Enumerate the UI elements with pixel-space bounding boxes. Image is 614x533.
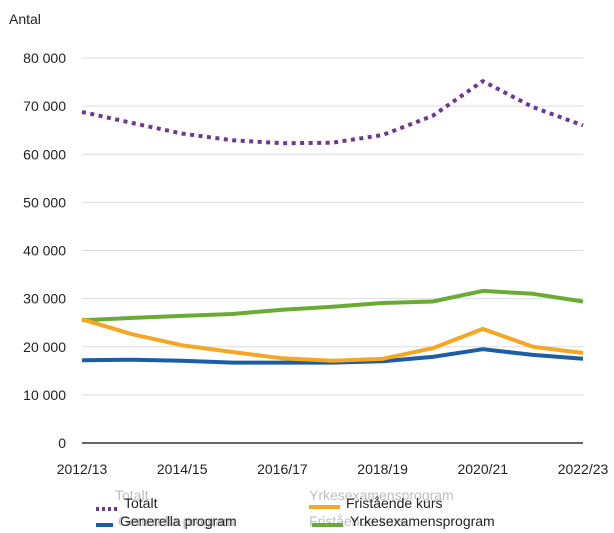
y-tick-labels: 0 10 000 20 000 30 000 40 000 50 000 60 000 70 …: [23, 50, 66, 451]
legend-ghost-text: Generella program: [118, 513, 235, 529]
series-line-totalt: [81, 79, 584, 146]
legend-label-totalt: Totalt: [124, 495, 158, 511]
x-tick-label: 2012/13: [57, 461, 108, 477]
legend-label-yrkesexamensprogram: Yrkesexamensprogram: [350, 513, 495, 529]
x-tick-label: 2022/23: [558, 461, 609, 477]
y-tick-label: 20 000: [23, 339, 66, 355]
gridlines: [82, 57, 583, 444]
y-tick-label: 30 000: [23, 291, 66, 307]
y-tick-label: 80 000: [23, 50, 66, 66]
y-axis-title: Antal: [9, 11, 41, 27]
y-tick-label: 10 000: [23, 387, 66, 403]
x-tick-label: 2018/19: [357, 461, 408, 477]
x-tick-labels: 2012/13 2014/15 2016/17 2018/19 2020/21 2022/…: [57, 461, 609, 477]
series-lines: [81, 79, 584, 365]
x-tick-label: 2020/21: [457, 461, 508, 477]
series-line-yrkesexamensprogram: [81, 288, 584, 323]
legend-label-generella-program: Generella program: [120, 513, 237, 529]
x-tick-label: 2014/15: [157, 461, 208, 477]
legend-label-fristaende-kurs: Fristående kurs: [346, 495, 442, 511]
legend-ghost-text: Totalt: [115, 487, 149, 503]
legend-ghost-text: Yrkesexamensprogram: [309, 487, 454, 503]
series-line-fristaende-kurs: [81, 317, 584, 363]
y-tick-label: 60 000: [23, 146, 66, 162]
x-tick-label: 2016/17: [257, 461, 308, 477]
legend: Totalt Yrkesexamensprogram Generella pro…: [96, 487, 495, 529]
y-tick-label: 70 000: [23, 98, 66, 114]
y-tick-label: 50 000: [23, 194, 66, 210]
y-tick-label: 0: [58, 435, 66, 451]
y-tick-label: 40 000: [23, 243, 66, 259]
